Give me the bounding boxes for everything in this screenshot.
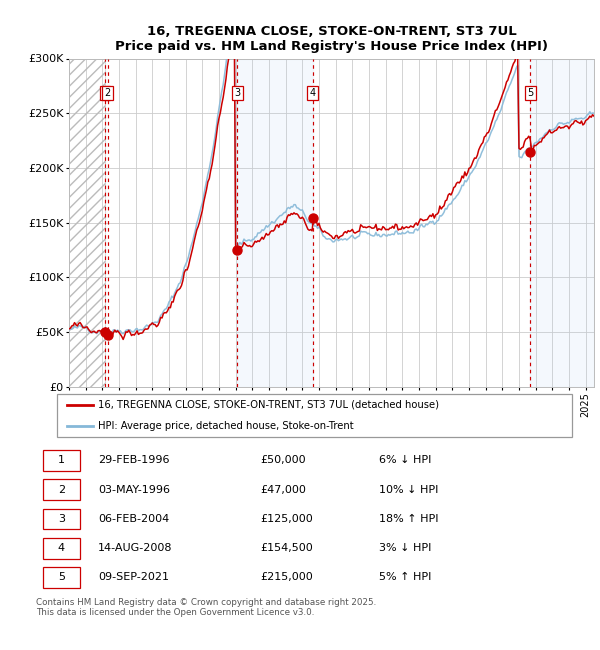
Text: 5: 5 xyxy=(527,88,533,98)
Text: £125,000: £125,000 xyxy=(260,514,313,524)
Text: 03-MAY-1996: 03-MAY-1996 xyxy=(98,484,170,495)
FancyBboxPatch shape xyxy=(43,479,80,500)
Text: £215,000: £215,000 xyxy=(260,573,313,582)
Text: 1: 1 xyxy=(102,88,108,98)
Text: 18% ↑ HPI: 18% ↑ HPI xyxy=(379,514,439,524)
FancyBboxPatch shape xyxy=(43,567,80,588)
Bar xyxy=(237,58,313,387)
Title: 16, TREGENNA CLOSE, STOKE-ON-TRENT, ST3 7UL
Price paid vs. HM Land Registry's Ho: 16, TREGENNA CLOSE, STOKE-ON-TRENT, ST3 … xyxy=(115,25,548,53)
Bar xyxy=(530,58,594,387)
Text: 06-FEB-2004: 06-FEB-2004 xyxy=(98,514,169,524)
Text: 4: 4 xyxy=(310,88,316,98)
Text: 3% ↓ HPI: 3% ↓ HPI xyxy=(379,543,431,553)
Text: 3: 3 xyxy=(234,88,240,98)
Text: 6% ↓ HPI: 6% ↓ HPI xyxy=(379,455,431,465)
Text: 14-AUG-2008: 14-AUG-2008 xyxy=(98,543,173,553)
Text: £50,000: £50,000 xyxy=(260,455,306,465)
Text: 09-SEP-2021: 09-SEP-2021 xyxy=(98,573,169,582)
Text: 10% ↓ HPI: 10% ↓ HPI xyxy=(379,484,438,495)
Text: 3: 3 xyxy=(58,514,65,524)
Text: 1: 1 xyxy=(58,455,65,465)
Text: Contains HM Land Registry data © Crown copyright and database right 2025.
This d: Contains HM Land Registry data © Crown c… xyxy=(36,598,376,618)
FancyBboxPatch shape xyxy=(43,450,80,471)
Text: 29-FEB-1996: 29-FEB-1996 xyxy=(98,455,170,465)
Text: 5: 5 xyxy=(58,573,65,582)
FancyBboxPatch shape xyxy=(56,394,572,437)
Text: £154,500: £154,500 xyxy=(260,543,313,553)
Text: 2: 2 xyxy=(105,88,111,98)
Text: HPI: Average price, detached house, Stoke-on-Trent: HPI: Average price, detached house, Stok… xyxy=(98,421,354,431)
Text: 5% ↑ HPI: 5% ↑ HPI xyxy=(379,573,431,582)
Text: 16, TREGENNA CLOSE, STOKE-ON-TRENT, ST3 7UL (detached house): 16, TREGENNA CLOSE, STOKE-ON-TRENT, ST3 … xyxy=(98,400,439,410)
FancyBboxPatch shape xyxy=(43,538,80,558)
Text: 4: 4 xyxy=(58,543,65,553)
Text: 2: 2 xyxy=(58,484,65,495)
Bar xyxy=(69,58,105,387)
FancyBboxPatch shape xyxy=(43,508,80,529)
Text: £47,000: £47,000 xyxy=(260,484,306,495)
